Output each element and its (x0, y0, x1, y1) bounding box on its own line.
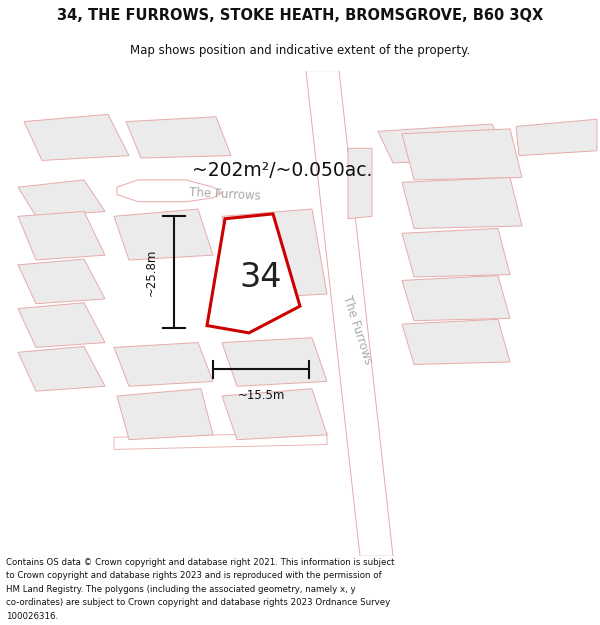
Polygon shape (222, 389, 327, 440)
Polygon shape (114, 432, 327, 449)
Polygon shape (222, 209, 327, 299)
Text: ~15.5m: ~15.5m (238, 389, 284, 402)
Polygon shape (402, 129, 522, 180)
Polygon shape (348, 148, 372, 219)
Polygon shape (516, 119, 597, 156)
Polygon shape (222, 338, 327, 386)
Text: The Furrows: The Furrows (340, 294, 374, 366)
Polygon shape (402, 177, 522, 229)
Text: 34: 34 (240, 261, 282, 294)
Polygon shape (117, 180, 222, 202)
Text: Map shows position and indicative extent of the property.: Map shows position and indicative extent… (130, 44, 470, 58)
Polygon shape (306, 71, 393, 556)
Polygon shape (126, 117, 231, 158)
Text: The Furrows: The Furrows (189, 186, 261, 203)
Polygon shape (18, 180, 105, 216)
Polygon shape (18, 211, 105, 260)
Polygon shape (207, 214, 300, 333)
Polygon shape (18, 302, 105, 348)
Polygon shape (402, 319, 510, 364)
Text: Contains OS data © Crown copyright and database right 2021. This information is : Contains OS data © Crown copyright and d… (6, 558, 395, 567)
Text: ~202m²/~0.050ac.: ~202m²/~0.050ac. (192, 161, 372, 179)
Text: ~25.8m: ~25.8m (145, 249, 158, 296)
Text: HM Land Registry. The polygons (including the associated geometry, namely x, y: HM Land Registry. The polygons (includin… (6, 584, 356, 594)
Polygon shape (378, 124, 507, 163)
Polygon shape (402, 229, 510, 277)
Polygon shape (18, 346, 105, 391)
Text: to Crown copyright and database rights 2023 and is reproduced with the permissio: to Crown copyright and database rights 2… (6, 571, 382, 580)
Polygon shape (114, 209, 213, 260)
Polygon shape (18, 259, 105, 304)
Text: 34, THE FURROWS, STOKE HEATH, BROMSGROVE, B60 3QX: 34, THE FURROWS, STOKE HEATH, BROMSGROVE… (57, 8, 543, 23)
Polygon shape (402, 276, 510, 321)
Polygon shape (24, 114, 129, 161)
Text: co-ordinates) are subject to Crown copyright and database rights 2023 Ordnance S: co-ordinates) are subject to Crown copyr… (6, 598, 390, 607)
Polygon shape (114, 342, 213, 386)
Polygon shape (117, 389, 213, 440)
Text: 100026316.: 100026316. (6, 612, 58, 621)
